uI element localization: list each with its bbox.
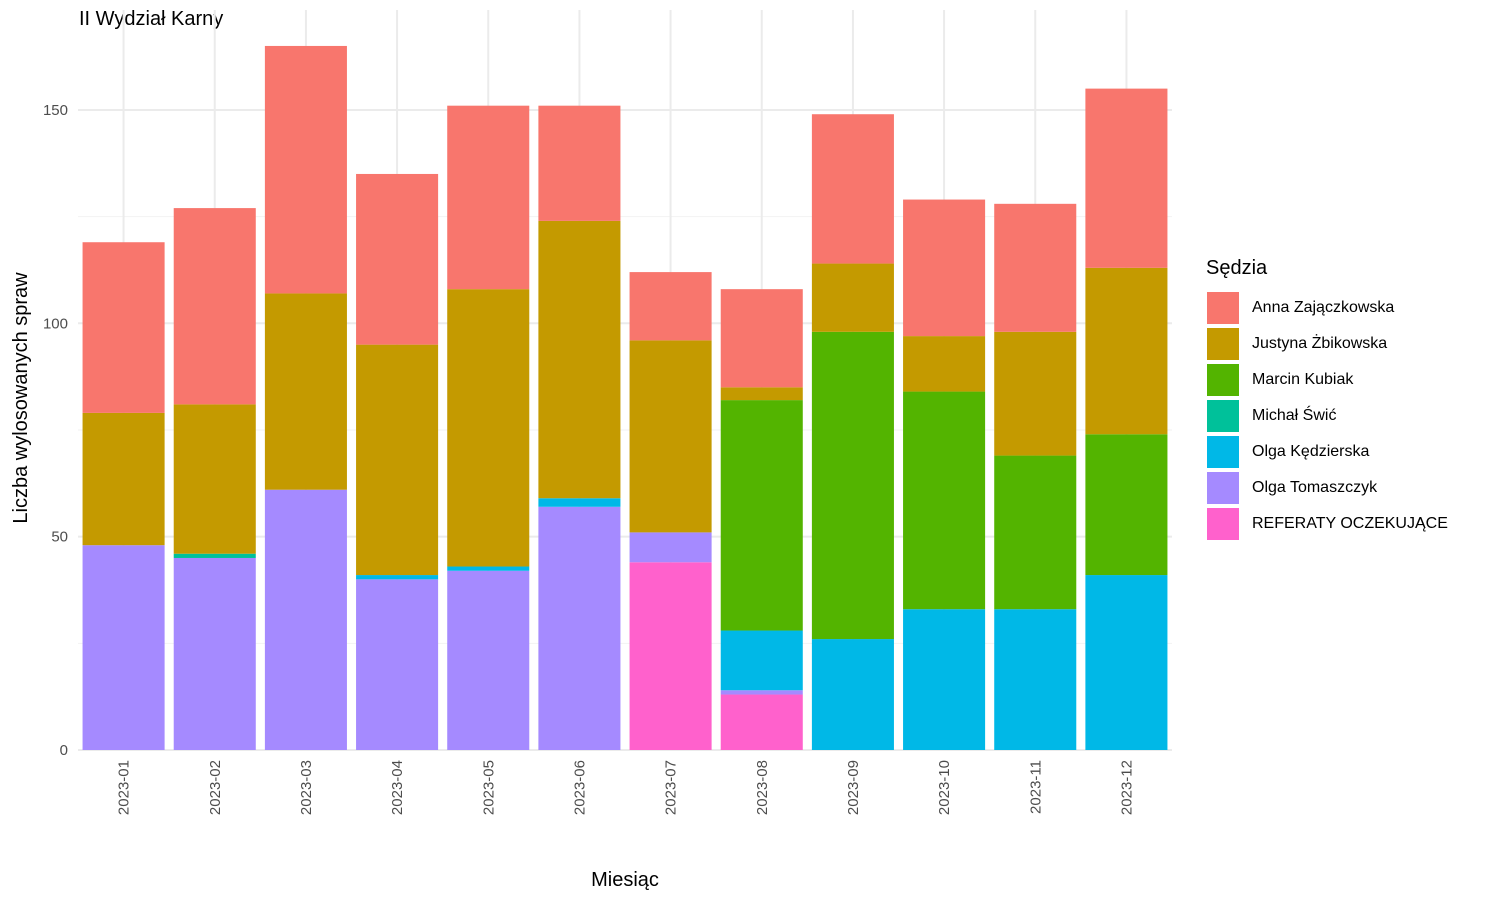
legend-label: Marcin Kubiak [1252,371,1354,388]
y-axis-title: Liczba wylosowanych spraw [10,272,32,524]
bar-segment [356,579,439,750]
bar-segment [447,289,530,567]
bar-segment [538,498,621,507]
legend-item: Olga Kędzierska [1206,434,1448,470]
legend-item: Olga Tomaszczyk [1206,470,1448,506]
bar-segment [629,532,712,563]
bar-segment [811,114,894,264]
bar-segment [811,263,894,332]
legend-label: Michał Świć [1252,407,1337,424]
legend-label: Anna Zajączkowska [1252,299,1395,316]
bar-segment [173,553,256,558]
legend-item: Anna Zajączkowska [1206,290,1448,326]
legend-item: REFERATY OCZEKUJĄCE [1206,506,1448,542]
y-tick-label: 150 [43,102,68,119]
legend-label: REFERATY OCZEKUJĄCE [1252,515,1448,532]
bar-segment [720,400,803,631]
legend-key [1206,363,1240,397]
x-axis-ticks: 2023-01 2023-02 2023-03 2023-04 2023-05 2023-… [116,760,1136,815]
legend-label: Justyna Żbikowska [1252,335,1388,352]
bar-segment [447,105,530,290]
bar-segment [903,336,986,392]
bar-segment [994,609,1077,750]
legend-key [1206,435,1240,469]
bar-segment [447,570,530,750]
bar-segment [264,489,347,750]
bar-segment [720,289,803,388]
bar-segment [903,199,986,337]
bar-segment [903,391,986,610]
bar-segment [720,690,803,695]
bar-segment [629,272,712,341]
x-tick-label: 2023-05 [480,760,497,815]
legend-title: Sędzia [1206,257,1268,279]
legend-label: Olga Kędzierska [1252,443,1370,460]
x-tick-label: 2023-08 [754,760,771,815]
bar-segment [720,630,803,691]
y-axis-ticks: 0 50 100 150 [43,102,68,759]
bar-segment [356,173,439,345]
bar-segment [994,455,1077,610]
legend-label: Olga Tomaszczyk [1252,479,1378,496]
legend-item: Michał Świć [1206,398,1448,434]
x-tick-label: 2023-11 [1027,760,1044,814]
legend-key [1206,399,1240,433]
bar-segment [1085,267,1168,435]
legend: Sędzia Anna Zajączkowska Justyna Żbikowsk… [1206,256,1448,542]
x-tick-label: 2023-12 [1118,760,1135,815]
bar-segment [173,208,256,405]
bar-segment [1085,434,1168,576]
legend-key [1206,291,1240,325]
x-tick-label: 2023-06 [571,760,588,815]
bar-segment [82,545,165,750]
bar-segment [538,105,621,221]
bar-segment [994,331,1077,456]
bar-segment [1085,575,1168,750]
chart-title: II Wydział Karny [79,8,224,30]
x-tick-label: 2023-02 [207,760,224,815]
x-tick-label: 2023-07 [663,760,680,815]
y-tick-label: 100 [43,315,68,332]
bar-segment [264,293,347,490]
bar-segment [82,242,165,413]
bar-segment [720,387,803,401]
bar-segment [264,45,347,294]
legend-items: Anna Zajączkowska Justyna Żbikowska Marcin… [1206,290,1448,542]
bar-segment [629,562,712,750]
bar-segment [82,412,165,546]
bar-segment [538,506,621,750]
bar-segment [173,557,256,750]
legend-item: Justyna Żbikowska [1206,326,1448,362]
bar-segment [994,203,1077,332]
bar-segment [447,566,530,571]
legend-key [1206,507,1240,541]
legend-key [1206,471,1240,505]
x-tick-label: 2023-01 [116,760,133,815]
bar-segment [811,331,894,640]
x-axis-title: Miesiąc [591,869,659,891]
y-tick-label: 0 [60,742,68,759]
bar-segment [811,639,894,750]
bar-segment [903,609,986,750]
bar-segment [538,220,621,499]
bar-segment [356,344,439,576]
legend-item: Marcin Kubiak [1206,362,1448,398]
x-tick-label: 2023-04 [389,760,406,815]
x-tick-label: 2023-03 [298,760,315,815]
x-tick-label: 2023-09 [845,760,862,815]
bar-segment [720,694,803,750]
y-tick-label: 50 [51,529,68,546]
bar-segment [1085,88,1168,268]
bar-segment [356,575,439,580]
bar-segment [173,404,256,554]
x-tick-label: 2023-10 [936,760,953,815]
bars [82,45,1168,750]
legend-key [1206,327,1240,361]
bar-segment [629,340,712,533]
